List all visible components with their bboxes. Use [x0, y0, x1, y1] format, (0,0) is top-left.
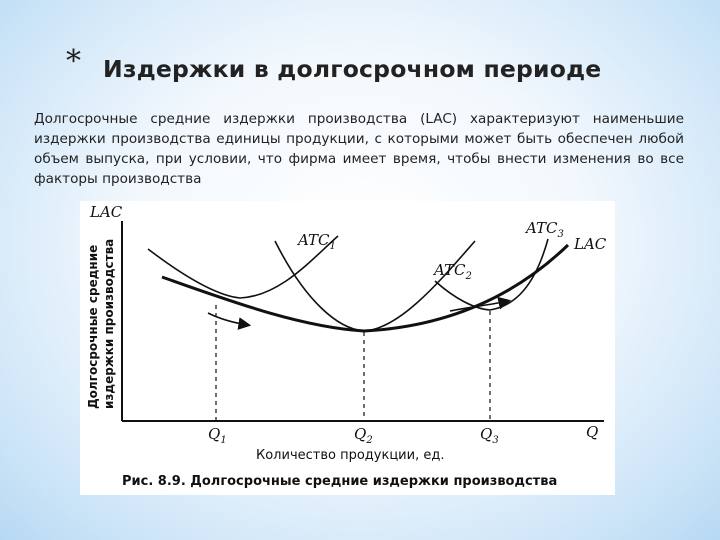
title-asterisk: * [66, 44, 81, 79]
x-axis-symbol: Q [586, 423, 598, 441]
atc2-label: ATC2 [432, 261, 472, 282]
atc1-curve [147, 235, 339, 299]
lac-curve [161, 243, 570, 333]
tick-q2: Q2 [354, 425, 373, 446]
cost-curves-diagram: LAC Долгосрочные средние издержки произв… [86, 203, 607, 489]
cost-curves-figure: LAC Долгосрочные средние издержки произв… [80, 201, 615, 495]
figure-caption: Рис. 8.9. Долгосрочные средние издержки … [122, 474, 557, 489]
arrow-1 [207, 312, 252, 330]
y-axis-label-line2: издержки производства [102, 239, 116, 409]
slide-title: Издержки в долгосрочном периоде [103, 55, 602, 83]
lac-label: LAC [573, 235, 607, 253]
y-axis-label-line1: Долгосрочные средние [86, 245, 100, 409]
y-axis-symbol: LAC [89, 203, 123, 221]
tick-q1: Q1 [208, 425, 227, 446]
x-axis-label: Количество продукции, ед. [256, 448, 444, 463]
definition-paragraph: Долгосрочные средние издержки производст… [34, 111, 684, 187]
atc3-label: ATC3 [524, 219, 564, 240]
atc1-label: ATC1 [296, 231, 336, 252]
tick-q3: Q3 [480, 425, 499, 446]
arrow-2 [449, 296, 512, 312]
